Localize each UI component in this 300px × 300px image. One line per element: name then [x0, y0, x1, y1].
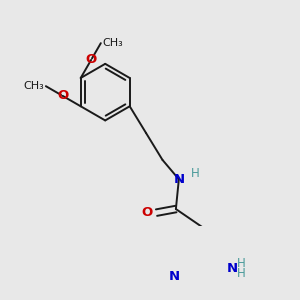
Text: H: H	[237, 257, 246, 270]
Text: N: N	[169, 270, 180, 283]
Text: O: O	[57, 89, 68, 102]
Text: N: N	[173, 173, 184, 186]
Text: O: O	[85, 53, 97, 66]
Text: H: H	[191, 167, 200, 180]
Text: H: H	[237, 268, 246, 281]
Text: N: N	[226, 262, 238, 275]
Text: CH₃: CH₃	[102, 38, 123, 48]
Text: CH₃: CH₃	[24, 81, 44, 91]
Text: O: O	[142, 206, 153, 219]
